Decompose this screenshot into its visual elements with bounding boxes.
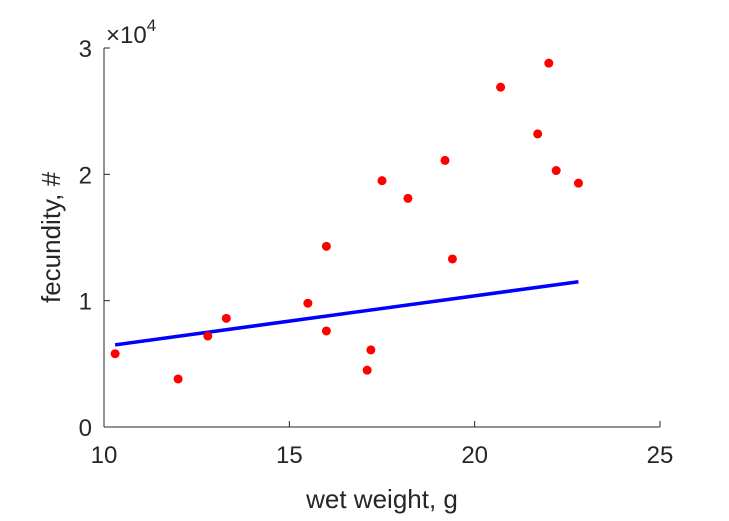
y-axis-label: fecundity, # [36,171,66,303]
tick-labels: 10 15 20 25 0 1 2 3 [79,36,674,469]
data-point [440,155,450,165]
fit-line [114,279,579,347]
data-point [544,58,554,68]
data-point [203,331,213,341]
data-point [110,349,120,359]
data-point [551,166,561,176]
data-point [377,176,387,186]
data-point [303,298,313,308]
y-tick-label: 3 [79,36,92,63]
axes [103,47,661,428]
x-tick-label: 15 [276,442,303,469]
data-point [221,313,231,323]
x-tick-label: 10 [91,442,118,469]
y-axis-multiplier: ×104 [106,16,156,49]
x-axis-label: wet weight, g [305,484,458,514]
data-point [447,254,457,264]
y-tick-label: 0 [79,415,92,442]
data-point [173,374,183,384]
y-tick-label: 1 [79,289,92,316]
fit-line-group [114,279,579,347]
x-tick-label: 20 [461,442,488,469]
data-point [496,82,506,92]
data-point [321,241,331,251]
data-point [366,345,376,355]
data-point [533,129,543,139]
data-point [403,193,413,203]
data-point [321,326,331,336]
data-point [573,178,583,188]
data-points [110,58,583,384]
y-tick-label: 2 [79,162,92,189]
x-tick-label: 25 [647,442,674,469]
data-point [362,365,372,375]
